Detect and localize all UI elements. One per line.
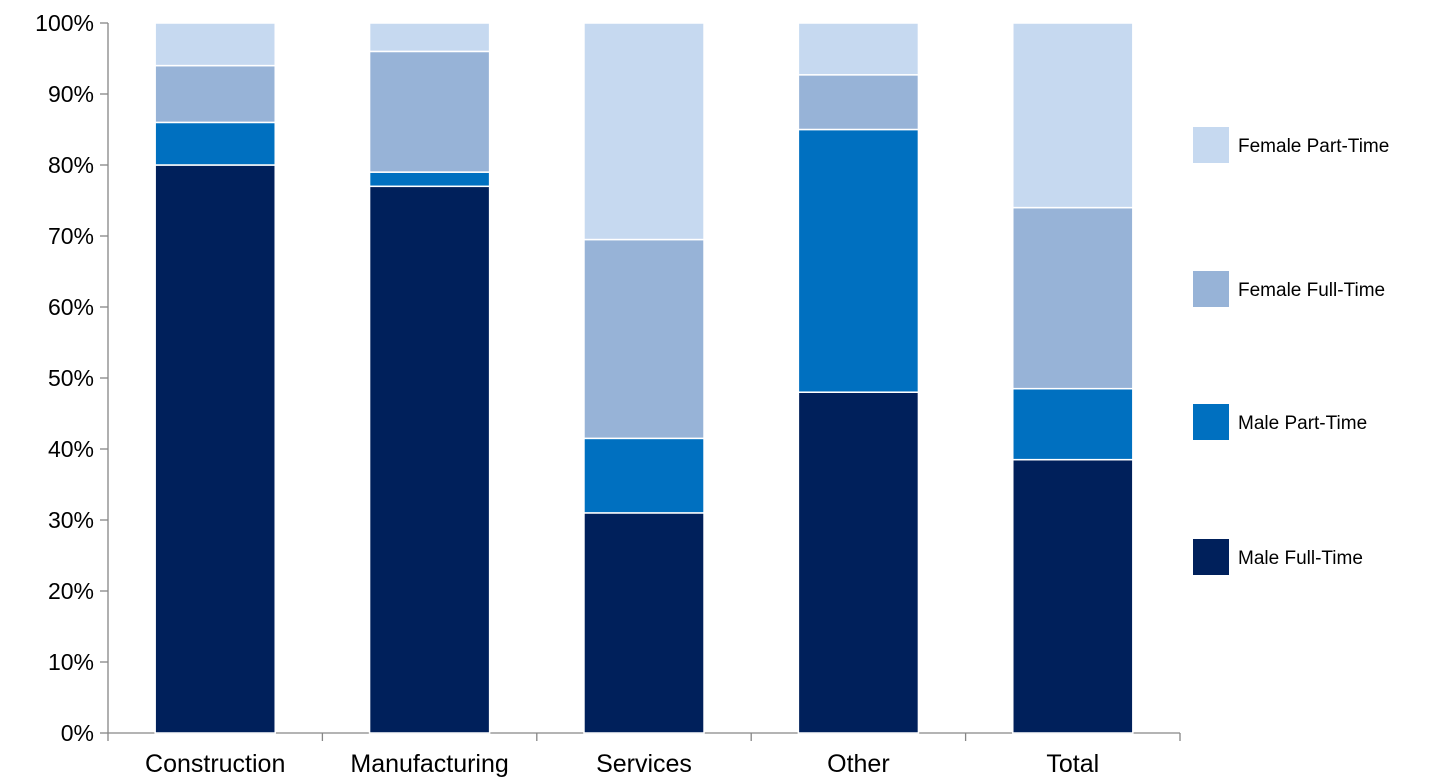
x-axis: Construction Manufacturing Services Other To… <box>107 732 1181 778</box>
bar-segment-female-part-time-manufacturing <box>368 22 491 53</box>
legend-swatch-female-part-time <box>1193 127 1229 163</box>
y-tick-label: 10% <box>48 649 94 675</box>
y-axis: 0% 10% 20% 30% 40% 50% 60% 70% 80% 90% 100% <box>35 10 109 746</box>
y-tick-label: 100% <box>35 10 94 36</box>
bar-segment-female-full-time-total <box>1012 206 1134 390</box>
bar-segment-female-part-time-services <box>583 22 705 241</box>
x-category-label: Services <box>596 750 692 778</box>
x-category-label: Construction <box>145 750 285 778</box>
legend-label: Male Full-Time <box>1238 548 1363 569</box>
bar-segment-female-full-time-other <box>797 74 920 131</box>
y-tick-label: 40% <box>48 436 94 462</box>
bars <box>154 22 1134 734</box>
bar-segment-male-full-time-services <box>583 512 705 734</box>
bar-segment-female-full-time-services <box>583 238 705 440</box>
legend-swatch-male-full-time <box>1193 539 1229 575</box>
bar-segment-male-part-time-other <box>797 128 920 393</box>
y-tick-label: 30% <box>48 507 94 533</box>
y-tick-label: 70% <box>48 223 94 249</box>
bar-segment-female-part-time-construction <box>154 22 276 67</box>
x-category-label: Manufacturing <box>350 750 508 778</box>
bar-segment-male-full-time-total <box>1012 458 1134 734</box>
legend-label: Female Full-Time <box>1238 280 1385 301</box>
legend-label: Male Part-Time <box>1238 413 1367 434</box>
x-category-label: Other <box>827 750 890 778</box>
y-tick-label: 90% <box>48 81 94 107</box>
y-tick-label: 80% <box>48 152 94 178</box>
y-tick-label: 50% <box>48 365 94 391</box>
legend-label: Female Part-Time <box>1238 136 1389 157</box>
bar-segment-male-full-time-other <box>797 391 920 734</box>
bar-segment-female-part-time-other <box>797 22 920 76</box>
legend: Female Part-Time Female Full-Time Male Par… <box>1193 127 1389 575</box>
bar-segment-female-full-time-manufacturing <box>368 50 491 173</box>
bar-segment-male-part-time-construction <box>154 121 276 166</box>
bar-segment-female-part-time-total <box>1012 22 1134 209</box>
bar-segment-male-part-time-manufacturing <box>368 171 491 188</box>
bar-segment-male-full-time-manufacturing <box>368 185 491 734</box>
x-category-label: Total <box>1046 750 1099 778</box>
legend-swatch-female-full-time <box>1193 271 1229 307</box>
y-tick-label: 60% <box>48 294 94 320</box>
y-tick-label: 20% <box>48 578 94 604</box>
bar-segment-female-full-time-construction <box>154 64 276 124</box>
bar-segment-male-part-time-services <box>583 437 705 514</box>
bar-segment-male-part-time-total <box>1012 387 1134 461</box>
bar-segment-male-full-time-construction <box>154 164 276 734</box>
y-tick-label: 0% <box>61 720 94 746</box>
legend-swatch-male-part-time <box>1193 404 1229 440</box>
